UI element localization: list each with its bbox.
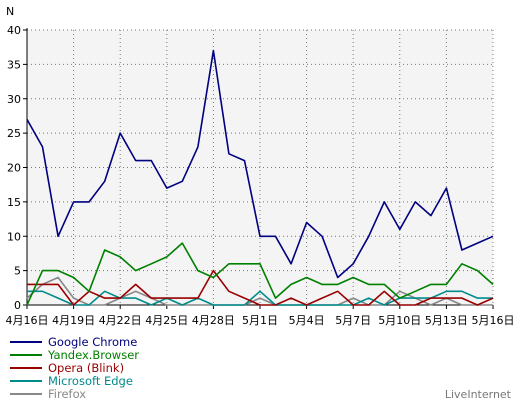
series-line-microsoft-edge — [27, 290, 493, 306]
y-tick-label: 0 — [14, 299, 21, 312]
series-line-google-chrome — [26, 49, 494, 279]
y-tick-label: 20 — [7, 162, 21, 175]
y-tick-label: 40 — [7, 24, 21, 37]
legend-label: Opera (Blink) — [48, 361, 124, 375]
x-tick-label: 5月16日 — [472, 314, 515, 327]
y-tick-label: 10 — [7, 230, 21, 243]
legend-label: Yandex.Browser — [47, 348, 139, 362]
legend-label: Firefox — [48, 387, 86, 401]
x-tick-label: 5月4日 — [289, 314, 325, 327]
y-tick-label: 15 — [7, 196, 21, 209]
x-tick-label: 5月7日 — [335, 314, 371, 327]
x-tick-label: 4月19日 — [52, 314, 95, 327]
y-tick-label: 5 — [14, 265, 21, 278]
series-line-yandex-browser — [26, 242, 494, 306]
x-tick-label: 4月28日 — [192, 314, 235, 327]
credit-text: LiveInternet — [445, 388, 512, 401]
y-tick-label: 35 — [7, 58, 21, 71]
legend-label: Google Chrome — [48, 335, 137, 349]
x-tick-label: 4月16日 — [6, 314, 49, 327]
x-tick-label: 5月1日 — [242, 314, 278, 327]
x-tick-label: 4月25日 — [145, 314, 188, 327]
y-tick-label: 30 — [7, 93, 21, 106]
legend-label: Microsoft Edge — [48, 374, 133, 388]
x-tick-label: 5月13日 — [425, 314, 468, 327]
x-tick-label: 4月22日 — [99, 314, 142, 327]
series-line-opera-blink — [27, 269, 494, 306]
y-axis-label: N — [6, 5, 14, 18]
y-tick-label: 25 — [7, 127, 21, 140]
x-tick-label: 5月10日 — [378, 314, 421, 327]
